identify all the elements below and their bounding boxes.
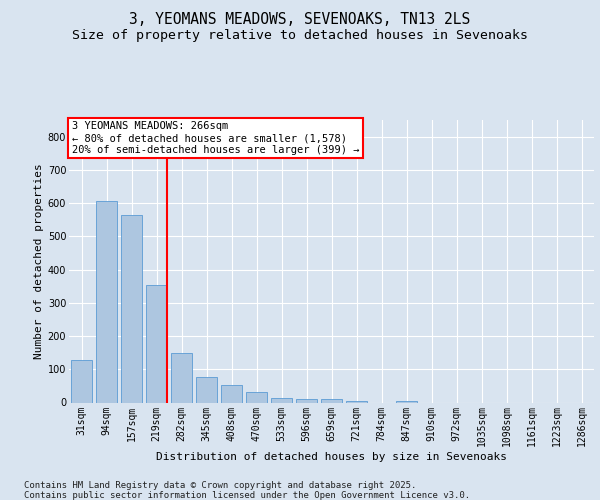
X-axis label: Distribution of detached houses by size in Sevenoaks: Distribution of detached houses by size … bbox=[156, 452, 507, 462]
Bar bbox=[146, 284, 167, 403]
Bar bbox=[271, 398, 292, 402]
Bar bbox=[221, 385, 242, 402]
Bar bbox=[246, 392, 267, 402]
Bar bbox=[296, 398, 317, 402]
Text: 3 YEOMANS MEADOWS: 266sqm
← 80% of detached houses are smaller (1,578)
20% of se: 3 YEOMANS MEADOWS: 266sqm ← 80% of detac… bbox=[71, 122, 359, 154]
Bar bbox=[96, 202, 117, 402]
Text: 3, YEOMANS MEADOWS, SEVENOAKS, TN13 2LS: 3, YEOMANS MEADOWS, SEVENOAKS, TN13 2LS bbox=[130, 12, 470, 28]
Text: Size of property relative to detached houses in Sevenoaks: Size of property relative to detached ho… bbox=[72, 29, 528, 42]
Bar bbox=[71, 360, 92, 403]
Bar bbox=[396, 401, 417, 402]
Text: Contains HM Land Registry data © Crown copyright and database right 2025.: Contains HM Land Registry data © Crown c… bbox=[24, 481, 416, 490]
Y-axis label: Number of detached properties: Number of detached properties bbox=[34, 164, 44, 359]
Bar bbox=[321, 398, 342, 402]
Bar bbox=[196, 376, 217, 402]
Bar bbox=[171, 352, 192, 403]
Bar bbox=[346, 401, 367, 402]
Text: Contains public sector information licensed under the Open Government Licence v3: Contains public sector information licen… bbox=[24, 491, 470, 500]
Bar bbox=[121, 214, 142, 402]
